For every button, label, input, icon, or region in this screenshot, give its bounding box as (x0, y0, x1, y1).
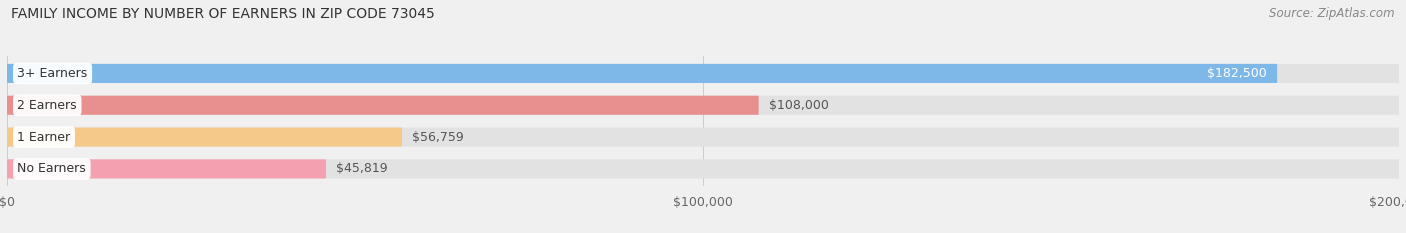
Text: FAMILY INCOME BY NUMBER OF EARNERS IN ZIP CODE 73045: FAMILY INCOME BY NUMBER OF EARNERS IN ZI… (11, 7, 434, 21)
FancyBboxPatch shape (7, 159, 326, 178)
FancyBboxPatch shape (7, 159, 1399, 178)
FancyBboxPatch shape (7, 96, 759, 115)
FancyBboxPatch shape (7, 64, 1399, 83)
Text: $182,500: $182,500 (1206, 67, 1267, 80)
FancyBboxPatch shape (7, 64, 1277, 83)
Text: $108,000: $108,000 (769, 99, 830, 112)
Text: 3+ Earners: 3+ Earners (17, 67, 87, 80)
Text: Source: ZipAtlas.com: Source: ZipAtlas.com (1270, 7, 1395, 20)
Text: 1 Earner: 1 Earner (17, 130, 70, 144)
Text: 2 Earners: 2 Earners (17, 99, 77, 112)
Text: No Earners: No Earners (17, 162, 86, 175)
FancyBboxPatch shape (7, 127, 402, 147)
Text: $56,759: $56,759 (412, 130, 464, 144)
FancyBboxPatch shape (7, 96, 1399, 115)
Text: $45,819: $45,819 (336, 162, 388, 175)
FancyBboxPatch shape (7, 127, 1399, 147)
